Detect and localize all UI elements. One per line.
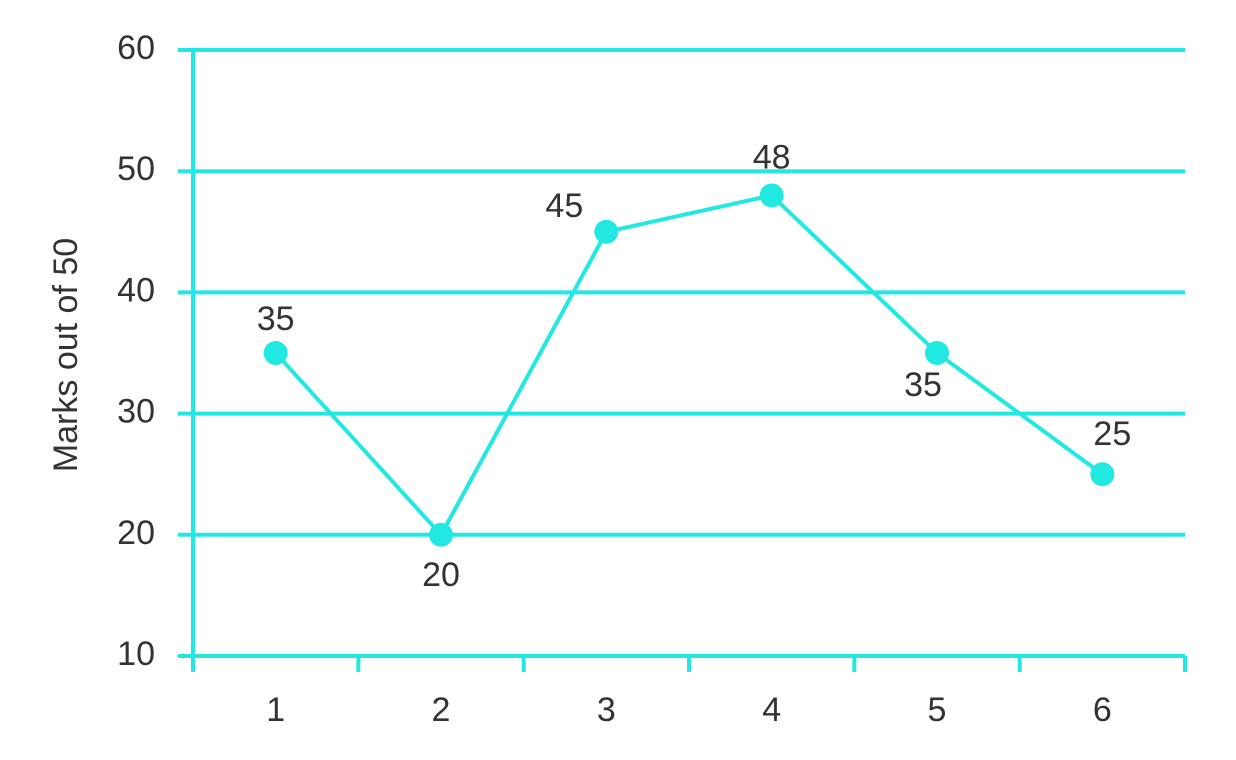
y-tick-label: 50 xyxy=(117,150,155,188)
point xyxy=(925,341,949,365)
x-tick-label: 2 xyxy=(432,691,451,729)
x-tick-label: 3 xyxy=(597,691,616,729)
y-tick-label: 20 xyxy=(117,514,155,552)
data-label: 48 xyxy=(753,138,791,176)
data-label: 35 xyxy=(257,300,295,338)
line xyxy=(274,193,1104,539)
data-label: 45 xyxy=(545,187,583,225)
y-tick-label: 30 xyxy=(117,393,155,431)
data-label: 35 xyxy=(904,366,942,404)
x-tick-label: 4 xyxy=(762,691,781,729)
y-tick-label: 40 xyxy=(117,271,155,309)
point xyxy=(429,522,453,547)
y-tick-label: 10 xyxy=(117,635,155,673)
point xyxy=(263,341,288,365)
x-tick-label: 1 xyxy=(266,691,285,729)
point xyxy=(759,183,784,208)
y-axis-label: Marks out of 50 xyxy=(47,238,85,472)
x-tick-label: 6 xyxy=(1093,691,1112,729)
point xyxy=(1090,462,1115,487)
point xyxy=(594,219,619,244)
x-tick-label: 5 xyxy=(928,691,947,729)
data-label: 20 xyxy=(422,556,460,594)
y-tick-label: 60 xyxy=(117,29,155,67)
data-label: 25 xyxy=(1093,415,1131,453)
